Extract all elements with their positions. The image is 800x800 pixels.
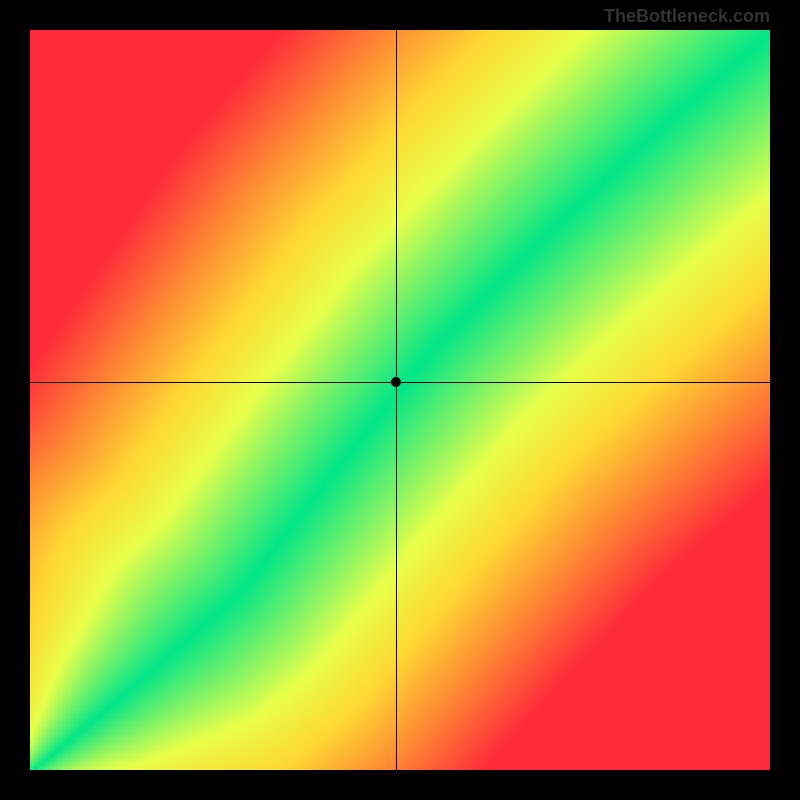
crosshair-vertical [396,30,397,770]
heatmap-plot [30,30,770,770]
heatmap-canvas [30,30,770,770]
crosshair-marker [391,377,401,387]
watermark-text: TheBottleneck.com [604,6,770,27]
